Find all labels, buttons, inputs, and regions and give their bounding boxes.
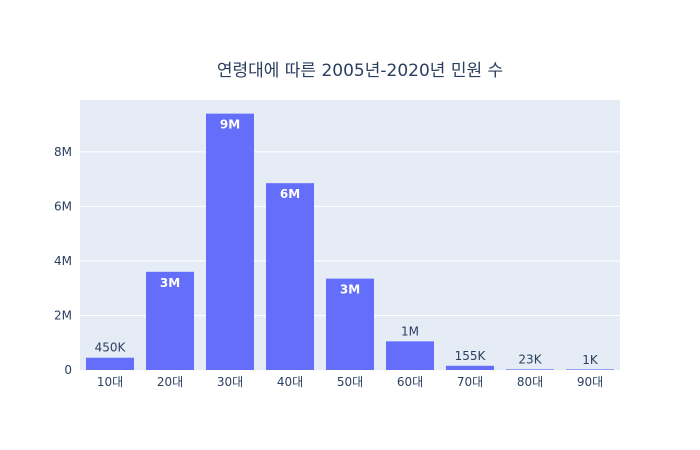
data-label: 1M	[401, 324, 419, 338]
bars	[86, 113, 614, 371]
data-label: 3M	[340, 283, 360, 297]
data-label: 9M	[220, 118, 240, 132]
bar	[386, 341, 434, 370]
bar	[506, 369, 554, 370]
bar	[86, 357, 134, 370]
bar	[326, 278, 374, 370]
x-tick-label: 40대	[277, 375, 303, 389]
data-label: 155K	[455, 349, 487, 363]
x-tick-label: 10대	[97, 375, 123, 389]
chart-title: 연령대에 따른 2005년-2020년 민원 수	[217, 61, 503, 81]
bar	[146, 271, 194, 370]
x-tick-label: 60대	[397, 375, 423, 389]
x-tick-label: 30대	[217, 375, 243, 389]
x-tick-label: 20대	[157, 375, 183, 389]
data-label: 1K	[582, 353, 599, 367]
x-tick-label: 90대	[577, 375, 603, 389]
bar	[266, 183, 314, 370]
bar	[566, 369, 614, 370]
y-tick-label: 8M	[54, 145, 72, 159]
data-label: 6M	[280, 187, 300, 201]
x-tick-label: 80대	[517, 375, 543, 389]
x-tick-label: 70대	[457, 375, 483, 389]
bar	[446, 365, 494, 370]
data-label: 23K	[518, 352, 542, 366]
bar	[206, 113, 254, 371]
y-axis: 0 2M 4M 6M 8M	[54, 145, 72, 377]
x-axis: 10대 20대 30대 40대 50대 60대 70대 80대 90대	[97, 375, 603, 389]
y-tick-label: 6M	[54, 199, 72, 213]
data-label: 3M	[160, 276, 180, 290]
data-labels: 450K 3M 9M 6M 3M 1M 155K 23K 1K	[95, 118, 599, 367]
y-tick-label: 4M	[54, 254, 72, 268]
y-tick-label: 2M	[54, 308, 72, 322]
y-tick-label: 0	[64, 363, 72, 377]
data-label: 450K	[95, 341, 127, 355]
x-tick-label: 50대	[337, 375, 363, 389]
